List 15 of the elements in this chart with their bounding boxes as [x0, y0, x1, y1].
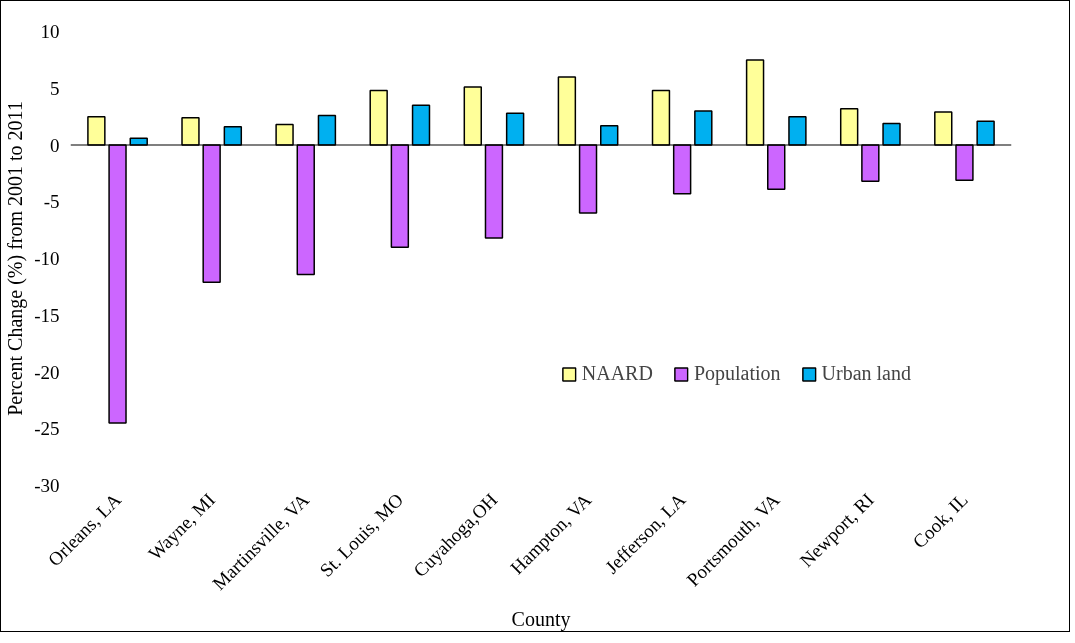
y-tick-label: -5 [43, 191, 60, 213]
x-tick-label: Cook, IL [908, 489, 972, 553]
legend-label: Urban land [821, 362, 911, 385]
y-tick-label: 5 [50, 77, 60, 99]
y-axis-title: Percent Change (%) from 2001 to 2011 [4, 101, 28, 416]
x-axis-title: County [511, 608, 571, 632]
y-tick-label: 10 [40, 21, 60, 42]
y-tick-label: -20 [34, 361, 60, 383]
y-tick-label: -25 [34, 418, 60, 440]
y-tick-label: 0 [50, 134, 60, 156]
legend-label: NAARD [581, 362, 653, 385]
y-tick-label: -15 [34, 304, 60, 326]
legend-label: Population [693, 362, 781, 385]
y-tick-label: -10 [34, 248, 60, 269]
y-tick-label: -30 [34, 475, 60, 496]
